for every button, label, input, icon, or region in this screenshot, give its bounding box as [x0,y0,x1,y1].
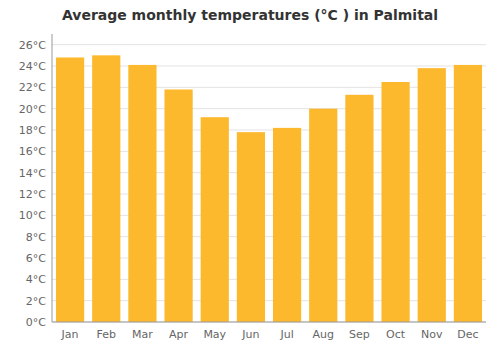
y-tick-label: 2°C [26,295,46,308]
y-tick-label: 26°C [19,39,46,52]
y-axis: 0°C 2°C 4°C 6°C 8°C 10°C 12°C 14°C 16°C 18°C 20°C 2… [19,34,52,329]
x-tick-label: May [203,328,226,341]
x-tick-label: Feb [97,328,116,341]
x-tick-label: Oct [386,328,406,341]
bar [237,132,265,322]
x-tick-label: Jun [241,328,259,341]
bar [164,89,192,322]
bar [201,117,229,322]
y-tick-label: 6°C [26,252,46,265]
bar [128,65,156,322]
title: Average monthly temperatures (°C ) in Pa… [62,7,438,23]
y-tick-label: 12°C [19,188,46,201]
bars [56,55,482,322]
bar [345,95,373,322]
bar [92,55,120,322]
x-tick-label: Nov [421,328,443,341]
x-tick-label: Dec [457,328,478,341]
x-tick-label: Apr [169,328,189,341]
bar [273,128,301,322]
grid [52,45,486,322]
y-tick-label: 18°C [19,124,46,137]
x-tick-label: Aug [313,328,334,341]
chart: Average monthly temperatures (°C ) in Pa… [0,0,500,350]
y-tick-label: 4°C [26,273,46,286]
x-tick-label: Jul [279,328,293,341]
y-tick-label: 16°C [19,145,46,158]
y-tick-label: 14°C [19,167,46,180]
x-axis-line [52,322,486,323]
bar [381,82,409,322]
x-tick-label: Mar [132,328,153,341]
x-tick-label: Sep [349,328,370,341]
bar [56,57,84,322]
x-tick-label: Jan [61,328,79,341]
bar [418,68,446,322]
x-axis: Jan Feb Mar Apr May Jun Jul Aug Sep Oct Nov Dec [52,322,486,341]
bar [309,109,337,322]
y-tick-label: 20°C [19,103,46,116]
grid-line [52,44,486,45]
grid-line [52,322,486,323]
y-tick-label: 0°C [26,316,46,329]
y-axis-line [52,34,53,322]
y-tick-label: 8°C [26,231,46,244]
bar [454,65,482,322]
page: {"chart_data": {"type": "bar", "title": … [0,0,500,350]
y-tick-label: 22°C [19,81,46,94]
y-tick-label: 10°C [19,209,46,222]
y-tick-label: 24°C [19,60,46,73]
